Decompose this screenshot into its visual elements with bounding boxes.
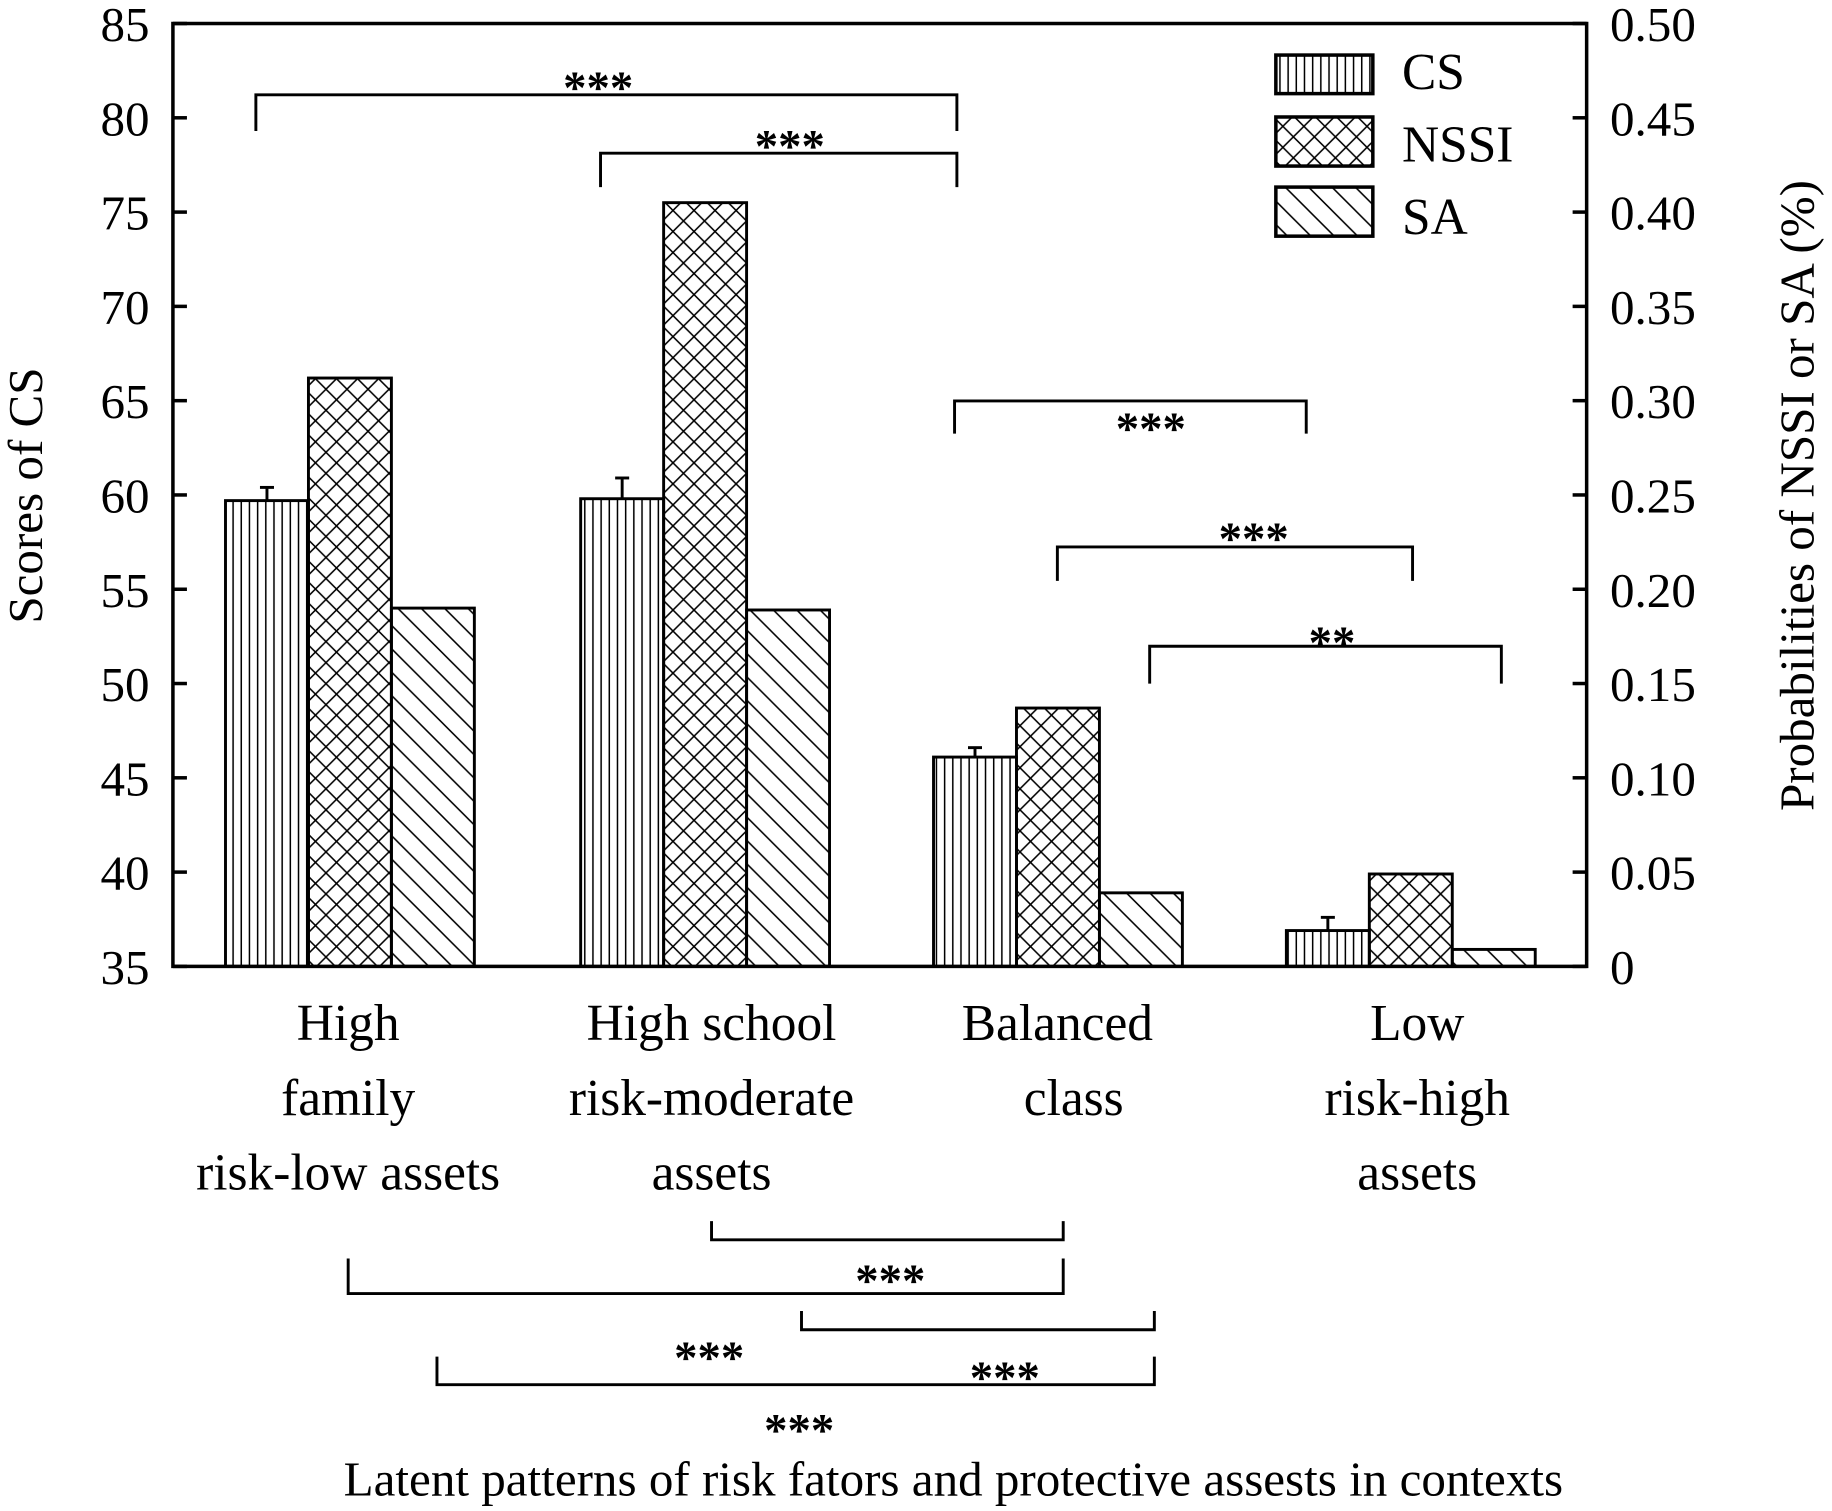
- y2-tick-label: 0.45: [1610, 91, 1696, 146]
- y2-axis-label: Probabilities of NSSI or SA (%): [1769, 180, 1824, 811]
- y-tick-label: 70: [100, 280, 149, 335]
- bar-cs: [579, 497, 666, 968]
- y-tick-label: 60: [100, 468, 149, 523]
- y2-tick-label: 0.10: [1610, 751, 1696, 806]
- significance-bracket: [1055, 545, 1415, 581]
- y2-tick-label: 0: [1610, 940, 1635, 995]
- y2-tick-label: 0.25: [1610, 468, 1696, 523]
- legend-label-sa: SA: [1402, 189, 1468, 246]
- category-label: High school: [587, 995, 837, 1052]
- category-label: assets: [1357, 1145, 1477, 1202]
- y-tick-label: 55: [100, 563, 149, 618]
- category-label: family: [281, 1070, 415, 1127]
- legend-label-nssi: NSSI: [1402, 116, 1513, 173]
- y2-tick-label: 0.20: [1610, 563, 1696, 618]
- y-tick-label: 75: [100, 186, 149, 241]
- significance-label: ***: [563, 62, 633, 114]
- significance-label: ***: [755, 120, 825, 172]
- y2-tick-label: 0.05: [1610, 846, 1696, 901]
- bar-sa: [745, 608, 832, 968]
- legend-swatch-cs: [1274, 53, 1375, 96]
- significance-bracket: [710, 1221, 1065, 1242]
- x-axis-label: Latent patterns of risk fators and prote…: [344, 1452, 1563, 1507]
- bar-sa: [1450, 947, 1537, 968]
- legend-label-cs: CS: [1402, 44, 1465, 101]
- y2-tick-label: 0.35: [1610, 280, 1696, 335]
- y-tick-label: 50: [100, 657, 149, 712]
- significance-bracket: [800, 1311, 1156, 1332]
- category-label: Balanced: [962, 995, 1153, 1052]
- y-tick-label: 45: [100, 751, 149, 806]
- significance-label: ***: [855, 1255, 925, 1307]
- significance-bracket: [346, 1258, 1065, 1295]
- y2-tick-label: 0.15: [1610, 657, 1696, 712]
- category-label: assets: [652, 1145, 772, 1202]
- y-axis-label: Scores of CS: [0, 367, 53, 623]
- significance-bracket: [435, 1356, 1156, 1387]
- legend: CS NSSI SA: [1274, 44, 1513, 246]
- significance-label: ***: [1116, 403, 1186, 455]
- category-label: risk-moderate: [569, 1070, 854, 1127]
- category-label: class: [1024, 1070, 1124, 1127]
- bar-nssi: [306, 376, 393, 968]
- significance-bracket: [1148, 644, 1503, 684]
- category-label: risk-high: [1324, 1070, 1510, 1127]
- significance-label: ***: [1219, 513, 1289, 565]
- legend-swatch-sa: [1274, 185, 1375, 238]
- significance-label: **: [1309, 617, 1356, 669]
- category-label: High: [297, 995, 400, 1052]
- y-tick-label: 65: [100, 374, 149, 429]
- plot-frame: [171, 21, 1589, 969]
- bar-nssi: [1367, 872, 1454, 968]
- bar-nssi: [1015, 706, 1101, 968]
- category-label: risk-low assets: [196, 1145, 500, 1202]
- significance-bracket: [599, 151, 959, 188]
- y2-tick-label: 0.40: [1610, 186, 1696, 241]
- y-tick-label: 80: [100, 91, 149, 146]
- bar-cs: [224, 499, 310, 968]
- y2-tick-label: 0.30: [1610, 374, 1696, 429]
- significance-label: ***: [970, 1352, 1040, 1404]
- bar-sa: [389, 606, 476, 968]
- bar-cs: [1284, 929, 1371, 968]
- y-tick-label: 35: [100, 940, 149, 995]
- y-tick-label: 40: [100, 846, 149, 901]
- y-tick-label: 85: [100, 0, 149, 52]
- legend-swatch-nssi: [1274, 115, 1375, 168]
- bar-sa: [1097, 891, 1184, 968]
- significance-bracket: [254, 93, 959, 132]
- y2-tick-label: 0.50: [1610, 0, 1696, 52]
- significance-label: ***: [674, 1332, 744, 1384]
- significance-label: ***: [764, 1404, 834, 1456]
- category-label: Low: [1370, 995, 1464, 1052]
- bar-nssi: [662, 201, 749, 968]
- significance-bracket: [953, 399, 1308, 434]
- bar-cs: [932, 755, 1018, 968]
